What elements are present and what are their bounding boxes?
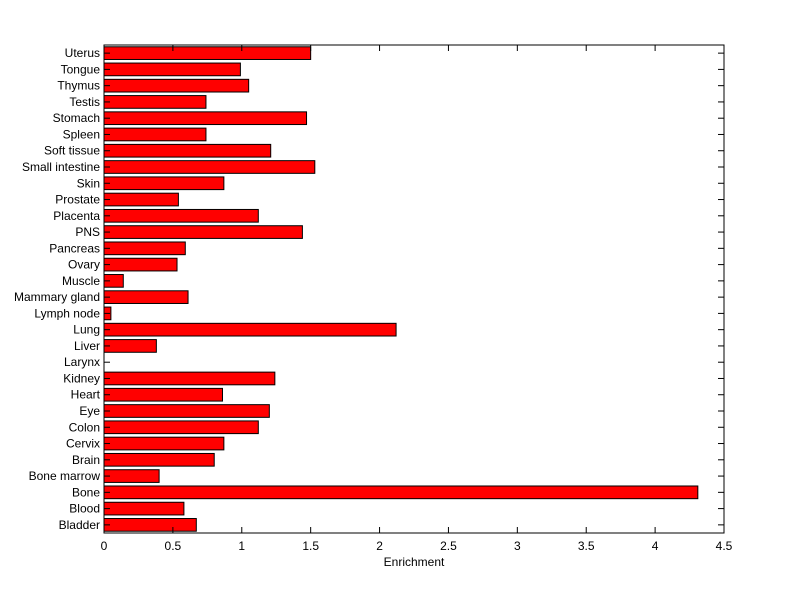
y-tick-label: Brain bbox=[72, 453, 100, 467]
x-tick-label: 4 bbox=[652, 539, 659, 553]
bar-spleen bbox=[103, 127, 207, 142]
y-tick-label: Colon bbox=[69, 420, 100, 434]
y-tick-label: Blood bbox=[69, 502, 100, 516]
y-tick-label: Stomach bbox=[53, 111, 100, 125]
y-tick-label: Bone bbox=[72, 485, 100, 499]
bar-tongue bbox=[103, 62, 241, 77]
y-tick-label: Skin bbox=[77, 176, 100, 190]
bar-prostate bbox=[103, 192, 179, 207]
ticks-group bbox=[103, 45, 725, 533]
bar-blood bbox=[103, 501, 185, 516]
y-tick-label: Pancreas bbox=[49, 241, 100, 255]
bar-heart bbox=[103, 387, 223, 402]
bar-placenta bbox=[103, 208, 259, 223]
y-tick-label: Thymus bbox=[57, 79, 100, 93]
bar-testis bbox=[103, 95, 207, 109]
y-tick-label: Small intestine bbox=[22, 160, 100, 174]
y-tick-label: Larynx bbox=[64, 355, 100, 369]
bar-mammary-gland bbox=[103, 290, 189, 304]
x-tick-label: 4.5 bbox=[716, 539, 733, 553]
bar-brain bbox=[103, 452, 215, 467]
y-tick-label: Mammary gland bbox=[14, 290, 100, 304]
bar-soft-tissue bbox=[103, 143, 272, 158]
x-tick-label: 1 bbox=[238, 539, 245, 553]
bar-skin bbox=[103, 176, 225, 191]
bar-small-intestine bbox=[103, 160, 316, 174]
y-tick-label: Prostate bbox=[55, 193, 100, 207]
bar-uterus bbox=[103, 46, 312, 60]
x-tick-label: 0.5 bbox=[165, 539, 182, 553]
y-tick-label: Lymph node bbox=[34, 306, 100, 320]
bar-lung bbox=[103, 322, 397, 337]
y-tick-label: Uterus bbox=[65, 46, 100, 60]
y-tick-label: PNS bbox=[75, 225, 100, 239]
x-tick-label: 3.5 bbox=[578, 539, 595, 553]
y-tick-label: Placenta bbox=[53, 209, 100, 223]
bar-thymus bbox=[103, 78, 250, 93]
bar-stomach bbox=[103, 111, 308, 126]
x-axis-title: Enrichment bbox=[384, 555, 445, 569]
labels-group: Uterus Tongue Thymus Testis Stomach Spleen Sof… bbox=[14, 46, 733, 553]
bars-group bbox=[103, 46, 699, 532]
bar-eye bbox=[103, 404, 270, 418]
x-tick-label: 2 bbox=[376, 539, 383, 553]
y-tick-label: Heart bbox=[71, 388, 101, 402]
bar-liver bbox=[103, 339, 157, 353]
bar-kidney bbox=[103, 371, 276, 386]
y-tick-label: Eye bbox=[79, 404, 100, 418]
y-tick-label: Bladder bbox=[59, 518, 100, 532]
bar-pancreas bbox=[103, 241, 186, 256]
y-tick-label: Cervix bbox=[66, 437, 100, 451]
x-tick-label: 2.5 bbox=[440, 539, 457, 553]
bar-cervix bbox=[103, 436, 225, 451]
bar-pns bbox=[103, 225, 303, 239]
x-tick-label: 0 bbox=[101, 539, 108, 553]
y-tick-label: Soft tissue bbox=[44, 144, 100, 158]
bar-bladder bbox=[103, 518, 197, 532]
y-tick-label: Spleen bbox=[63, 127, 100, 141]
bar-colon bbox=[103, 420, 259, 435]
x-tick-label: 1.5 bbox=[302, 539, 319, 553]
y-tick-label: Testis bbox=[69, 95, 100, 109]
plot-area bbox=[103, 44, 725, 534]
y-tick-label: Bone marrow bbox=[29, 469, 101, 483]
x-tick-label: 3 bbox=[514, 539, 521, 553]
bar-bone bbox=[103, 485, 699, 500]
y-tick-label: Muscle bbox=[62, 274, 100, 288]
y-tick-label: Kidney bbox=[63, 371, 100, 385]
y-tick-label: Tongue bbox=[61, 62, 101, 76]
bar-bone-marrow bbox=[103, 469, 160, 483]
y-tick-label: Liver bbox=[74, 339, 100, 353]
y-tick-label: Ovary bbox=[68, 258, 100, 272]
y-tick-label: Lung bbox=[73, 323, 100, 337]
bar-ovary bbox=[103, 257, 178, 272]
